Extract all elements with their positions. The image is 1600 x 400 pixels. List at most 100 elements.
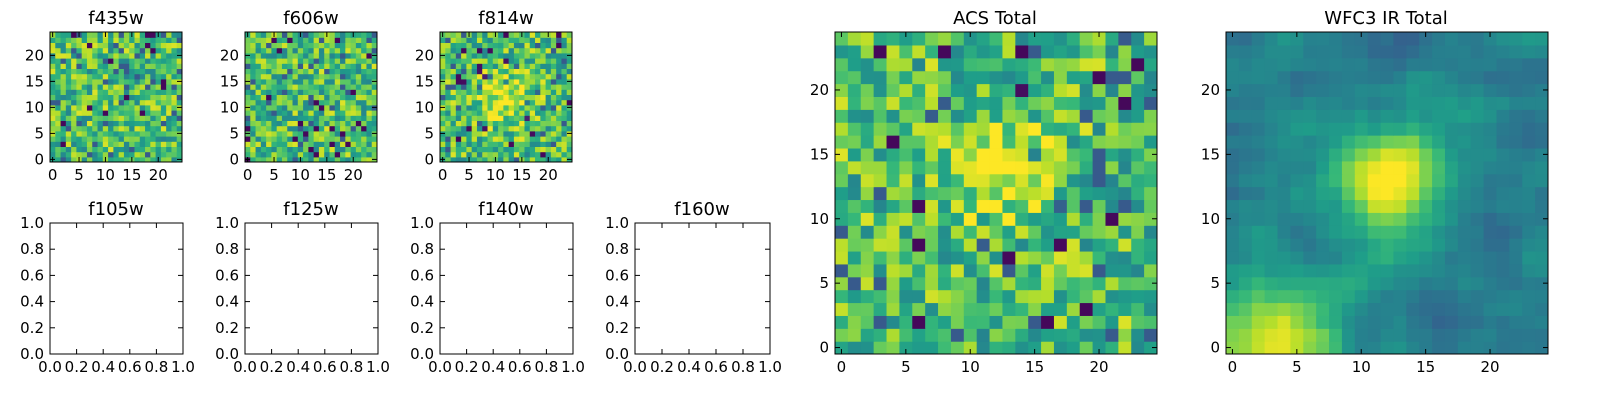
y-tick-label: 1.0 [20,214,44,232]
heatmap-cell [76,99,83,106]
heatmap-cell [129,78,136,85]
heatmap-cell [76,68,83,75]
heatmap-cell [508,156,515,162]
heatmap-cell [1341,122,1356,136]
heatmap-cell [123,151,130,158]
heatmap-cell [324,89,331,95]
heatmap-cell [503,120,510,127]
heatmap-cell [476,141,483,147]
heatmap-cell [1380,173,1395,188]
x-tick-label: 0 [837,358,847,376]
heatmap-cell [1316,238,1330,252]
heatmap-cell [350,78,357,85]
heatmap-cell [1444,173,1459,188]
heatmap-cell [1041,109,1055,123]
heatmap-cell [129,58,136,64]
heatmap-cell [1118,147,1132,162]
heatmap-cell [899,57,913,72]
heatmap-cell [529,52,536,59]
heatmap-cell [1226,122,1240,136]
heatmap-cell [166,141,173,147]
heatmap-cell [1509,276,1523,291]
heatmap-cell [847,212,862,226]
heatmap-cell [1264,135,1279,149]
heatmap-cell [524,156,531,162]
heatmap-cell [50,136,56,142]
heatmap-cell [899,122,913,136]
heatmap-cell [1354,315,1369,329]
heatmap-cell [1457,302,1472,316]
heatmap-cell [508,37,515,43]
heatmap-cell [271,37,278,43]
heatmap-cell [1483,83,1498,97]
heatmap-cell [1341,289,1356,304]
heatmap-cell [1329,122,1343,136]
heatmap-cell [1041,328,1055,342]
heatmap-cell [129,73,136,80]
heatmap-cell [529,130,536,137]
heatmap-cell [50,110,56,116]
heatmap-cell [847,328,862,342]
y-tick-label: 5 [229,124,239,142]
heatmap-cell [324,52,331,59]
heatmap-cell [1092,328,1107,342]
heatmap-cell [1251,263,1266,278]
heatmap-cell [566,42,572,49]
heatmap-cell [108,136,114,142]
heatmap-cell [492,125,499,132]
heatmap-cell [92,94,99,101]
heatmap-cell [476,125,483,132]
heatmap-cell [482,130,489,137]
heatmap-cell [1496,328,1510,342]
heatmap-cell [129,68,136,75]
heatmap-cell [1277,341,1291,354]
heatmap-cell [1053,83,1068,97]
heatmap-cell [318,32,325,38]
heatmap-cell [303,78,309,85]
heatmap-cell [912,225,926,239]
heatmap-cell [303,146,309,153]
heatmap-cell [145,125,151,132]
heatmap-cell [55,136,62,142]
heatmap-cell [350,141,357,147]
heatmap-cell [1028,250,1042,265]
heatmap-cell [340,146,346,153]
heatmap-cell [355,151,362,158]
heatmap-cell [50,84,56,90]
heatmap-cell [281,136,288,142]
heatmap-cell [1432,70,1446,85]
heatmap-cell [1419,44,1433,59]
heatmap-cell [1041,225,1055,239]
heatmap-cell [471,141,478,147]
heatmap-cell [303,63,309,69]
heatmap-cell [482,125,489,132]
heatmap-cell [1329,70,1343,85]
heatmap-cell [145,63,151,69]
heatmap-cell [545,52,552,59]
heatmap-cell [1303,70,1317,85]
heatmap-cell [318,146,325,153]
heatmap-cell [1066,328,1081,342]
heatmap-cell [350,104,357,111]
heatmap-cell [482,99,489,106]
heatmap-cell [508,94,515,101]
heatmap-cell [76,151,83,158]
heatmap-cell [1509,160,1523,175]
heatmap-cell [92,68,99,75]
heatmap-cell [1509,44,1523,59]
heatmap-cell [139,89,146,95]
heatmap-cell [366,110,373,116]
heatmap-cell [160,94,167,101]
heatmap-cell [899,199,913,213]
heatmap-cell [989,315,1004,329]
heatmap-cell [566,89,572,95]
heatmap-cell [1066,70,1081,85]
heatmap-cell [1066,225,1081,239]
heatmap-cell [1509,135,1523,149]
heatmap-cell [847,70,862,85]
heatmap-cell [355,141,362,147]
heatmap-cell [487,125,494,132]
heatmap-cell [529,84,536,90]
heatmap-cell [976,238,991,252]
heatmap-cell [873,109,888,123]
